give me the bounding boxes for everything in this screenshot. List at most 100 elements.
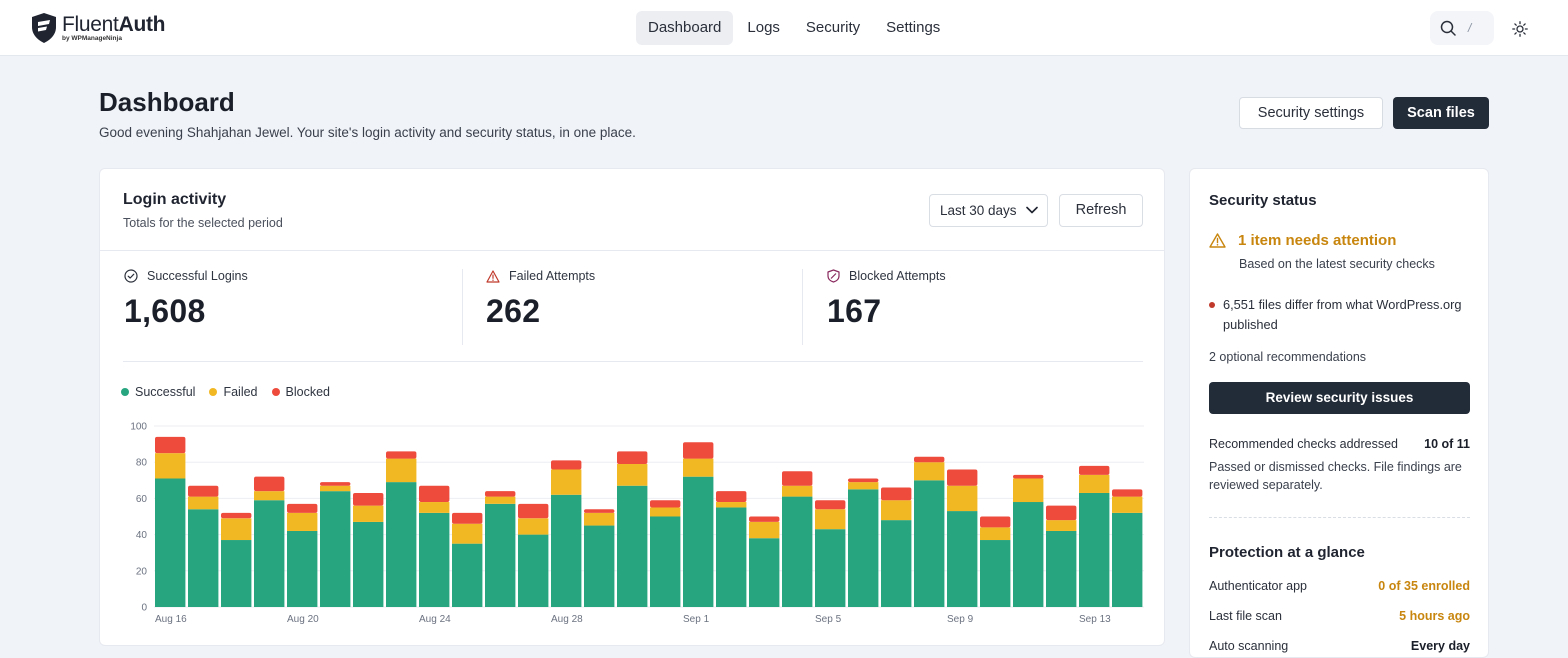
bar-successful[interactable]: [914, 480, 945, 607]
bar-successful[interactable]: [617, 485, 648, 607]
bar-blocked[interactable]: [551, 460, 582, 470]
bar-successful[interactable]: [683, 476, 714, 607]
bar-blocked[interactable]: [782, 471, 813, 486]
bar-successful[interactable]: [221, 540, 252, 607]
bar-blocked[interactable]: [716, 491, 747, 503]
bar-failed[interactable]: [848, 482, 879, 490]
bar-failed[interactable]: [254, 491, 285, 501]
bar-successful[interactable]: [287, 530, 318, 607]
nav-dashboard[interactable]: Dashboard: [636, 11, 734, 45]
bar-successful[interactable]: [815, 529, 846, 607]
bar-blocked[interactable]: [188, 485, 219, 497]
bar-failed[interactable]: [155, 453, 186, 479]
bar-successful[interactable]: [1079, 492, 1110, 607]
protection-value[interactable]: 5 hours ago: [1399, 609, 1470, 623]
bar-failed[interactable]: [683, 458, 714, 477]
bar-failed[interactable]: [584, 512, 615, 526]
nav-logs[interactable]: Logs: [747, 19, 780, 36]
bar-successful[interactable]: [155, 478, 186, 607]
bar-failed[interactable]: [1079, 474, 1110, 493]
bar-successful[interactable]: [452, 543, 483, 607]
bar-successful[interactable]: [254, 500, 285, 607]
bar-failed[interactable]: [188, 496, 219, 510]
bar-successful[interactable]: [320, 491, 351, 607]
legend-item-blocked[interactable]: Blocked: [271, 385, 330, 399]
bar-failed[interactable]: [716, 502, 747, 508]
bar-successful[interactable]: [848, 489, 879, 607]
bar-blocked[interactable]: [1046, 505, 1077, 521]
refresh-button[interactable]: Refresh: [1059, 194, 1143, 227]
bar-blocked[interactable]: [749, 516, 780, 522]
bar-blocked[interactable]: [155, 436, 186, 454]
bar-successful[interactable]: [947, 511, 978, 607]
bar-failed[interactable]: [287, 512, 318, 531]
bar-failed[interactable]: [749, 521, 780, 539]
bar-failed[interactable]: [1013, 478, 1044, 503]
bar-failed[interactable]: [650, 507, 681, 517]
bar-failed[interactable]: [452, 523, 483, 544]
bar-failed[interactable]: [320, 485, 351, 492]
bar-failed[interactable]: [947, 485, 978, 512]
bar-blocked[interactable]: [419, 485, 450, 503]
nav-settings[interactable]: Settings: [886, 19, 941, 36]
legend-item-failed[interactable]: Failed: [209, 385, 258, 399]
bar-successful[interactable]: [716, 507, 747, 607]
bar-failed[interactable]: [1046, 520, 1077, 531]
bar-successful[interactable]: [650, 516, 681, 608]
bar-blocked[interactable]: [320, 482, 351, 486]
bar-failed[interactable]: [221, 518, 252, 541]
date-range-select[interactable]: Last 30 days: [929, 194, 1048, 227]
bar-blocked[interactable]: [1079, 465, 1110, 475]
bar-successful[interactable]: [1112, 512, 1143, 607]
bar-blocked[interactable]: [386, 451, 417, 459]
bar-successful[interactable]: [551, 494, 582, 607]
search-button[interactable]: /: [1430, 11, 1494, 45]
bar-successful[interactable]: [419, 512, 450, 607]
bar-blocked[interactable]: [221, 512, 252, 519]
bar-blocked[interactable]: [815, 500, 846, 510]
bar-successful[interactable]: [584, 525, 615, 607]
bar-failed[interactable]: [980, 527, 1011, 541]
theme-toggle[interactable]: [1506, 15, 1534, 43]
bar-failed[interactable]: [518, 518, 549, 535]
bar-failed[interactable]: [386, 458, 417, 483]
bar-failed[interactable]: [419, 502, 450, 513]
bar-blocked[interactable]: [584, 509, 615, 513]
protection-value[interactable]: 0 of 35 enrolled: [1378, 579, 1470, 593]
bar-failed[interactable]: [617, 464, 648, 486]
legend-item-successful[interactable]: Successful: [121, 385, 195, 399]
bar-blocked[interactable]: [287, 503, 318, 513]
bar-successful[interactable]: [1013, 502, 1044, 607]
bar-successful[interactable]: [485, 503, 516, 607]
review-security-issues-button[interactable]: Review security issues: [1209, 382, 1470, 414]
bar-successful[interactable]: [353, 521, 384, 607]
bar-blocked[interactable]: [914, 456, 945, 463]
bar-blocked[interactable]: [485, 491, 516, 497]
bar-successful[interactable]: [980, 540, 1011, 607]
bar-failed[interactable]: [881, 500, 912, 521]
bar-blocked[interactable]: [452, 512, 483, 524]
bar-successful[interactable]: [749, 538, 780, 607]
security-settings-button[interactable]: Security settings: [1239, 97, 1383, 129]
bar-failed[interactable]: [485, 496, 516, 504]
bar-failed[interactable]: [782, 485, 813, 497]
bar-blocked[interactable]: [683, 442, 714, 459]
app-logo[interactable]: FluentAuth by WPManageNinja: [30, 12, 166, 44]
bar-successful[interactable]: [881, 520, 912, 607]
bar-blocked[interactable]: [518, 503, 549, 519]
bar-blocked[interactable]: [617, 451, 648, 465]
bar-successful[interactable]: [188, 509, 219, 607]
bar-successful[interactable]: [1046, 530, 1077, 607]
bar-blocked[interactable]: [1112, 489, 1143, 497]
bar-blocked[interactable]: [881, 487, 912, 501]
bar-failed[interactable]: [353, 505, 384, 522]
bar-successful[interactable]: [518, 534, 549, 607]
bar-blocked[interactable]: [650, 500, 681, 508]
bar-successful[interactable]: [386, 482, 417, 607]
bar-blocked[interactable]: [353, 492, 384, 506]
bar-failed[interactable]: [914, 462, 945, 481]
scan-files-button[interactable]: Scan files: [1393, 97, 1489, 129]
bar-blocked[interactable]: [980, 516, 1011, 528]
bar-blocked[interactable]: [254, 476, 285, 492]
bar-blocked[interactable]: [947, 469, 978, 486]
